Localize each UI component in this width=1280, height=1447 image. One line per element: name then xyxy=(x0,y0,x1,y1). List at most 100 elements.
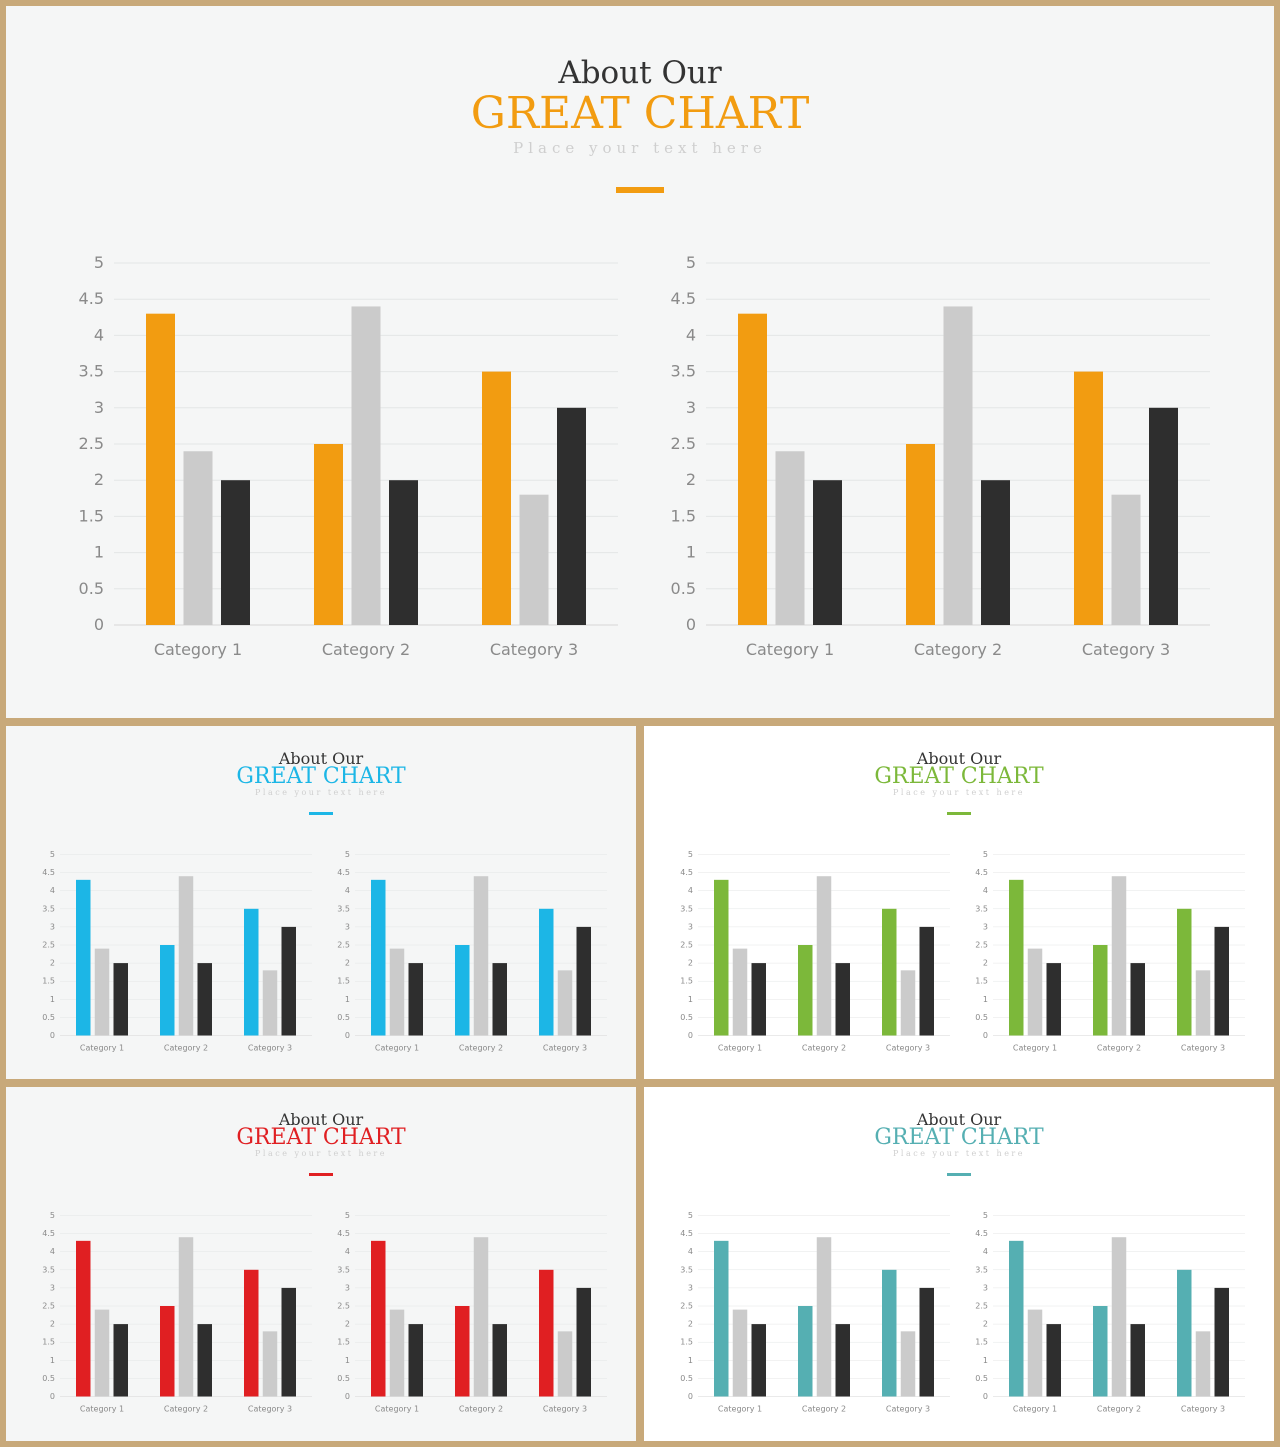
y-tick-label: 0.5 xyxy=(975,1374,988,1383)
bar-series-2-cat-1 xyxy=(94,948,110,1036)
y-tick-label: 1 xyxy=(983,995,988,1004)
y-tick-label: 3.5 xyxy=(975,904,988,913)
bar-series-1-cat-3 xyxy=(482,371,511,625)
category-label: Category 2 xyxy=(164,1044,208,1053)
bar-series-1-cat-3 xyxy=(1074,371,1103,625)
main-title: GREAT CHART xyxy=(874,1125,1044,1150)
subtitle: Place your text here xyxy=(893,788,1025,797)
bar-series-1-cat-1 xyxy=(146,313,175,625)
y-tick-label: 3.5 xyxy=(42,904,55,913)
y-tick-label: 1 xyxy=(94,543,104,562)
bar-series-3-cat-1 xyxy=(113,1324,128,1397)
category-label: Category 1 xyxy=(718,1044,762,1053)
y-tick-label: 2 xyxy=(688,959,693,968)
bar-series-2-cat-1 xyxy=(389,948,405,1036)
bar-series-3-cat-3 xyxy=(919,1287,934,1397)
bar-series-3-cat-1 xyxy=(1046,1324,1061,1397)
pre-title: About Our xyxy=(278,749,364,768)
bar-series-1-cat-2 xyxy=(798,1306,813,1397)
y-tick-label: 0 xyxy=(983,1392,988,1401)
y-tick-label: 2.5 xyxy=(680,1302,693,1311)
y-tick-label: 4.5 xyxy=(671,289,696,308)
category-label: Category 3 xyxy=(490,640,578,659)
y-tick-label: 4 xyxy=(983,886,988,895)
bar-chart-2: 0 0.5 1 1.5 2 2.5 3 3.5 4 4.5 5 Category 1 Category … xyxy=(337,1211,607,1414)
category-label: Category 1 xyxy=(1013,1044,1057,1053)
y-tick-label: 5 xyxy=(983,1211,988,1220)
y-tick-label: 1.5 xyxy=(975,1338,988,1347)
y-tick-label: 5 xyxy=(345,850,350,859)
bar-series-3-cat-2 xyxy=(835,1324,850,1397)
bar-series-1-cat-3 xyxy=(1177,1269,1192,1397)
y-tick-label: 2.5 xyxy=(975,1302,988,1311)
category-label: Category 2 xyxy=(459,1044,503,1053)
category-label: Category 3 xyxy=(248,1405,292,1414)
bar-series-1-cat-3 xyxy=(539,908,554,1036)
y-tick-label: 1.5 xyxy=(79,506,104,525)
subtitle: Place your text here xyxy=(255,1149,387,1158)
y-tick-label: 1.5 xyxy=(680,1338,693,1347)
y-tick-label: 5 xyxy=(686,253,696,272)
bar-series-3-cat-1 xyxy=(408,1324,423,1397)
bar-series-2-cat-2 xyxy=(816,1237,832,1397)
category-label: Category 3 xyxy=(543,1405,587,1414)
y-tick-label: 0.5 xyxy=(337,1374,350,1383)
bar-series-3-cat-2 xyxy=(492,1324,507,1397)
bar-series-3-cat-3 xyxy=(281,1287,296,1397)
accent-divider xyxy=(947,1173,971,1176)
y-tick-label: 3 xyxy=(983,1283,988,1292)
category-label: Category 2 xyxy=(459,1405,503,1414)
bar-series-3-cat-1 xyxy=(221,480,250,625)
accent-divider xyxy=(309,812,333,815)
y-tick-label: 5 xyxy=(94,253,104,272)
y-tick-label: 3.5 xyxy=(680,1265,693,1274)
y-tick-label: 3 xyxy=(983,922,988,931)
bar-series-2-cat-3 xyxy=(557,1331,573,1397)
bar-series-1-cat-3 xyxy=(882,908,897,1036)
slide-2: About Our GREAT CHART Place your text here… xyxy=(6,726,636,1079)
y-tick-label: 3 xyxy=(345,1283,350,1292)
y-tick-label: 2 xyxy=(50,959,55,968)
bar-chart-2: 0 0.5 1 1.5 2 2.5 3 3.5 4 4.5 5 Category 1 Category … xyxy=(671,253,1210,659)
bar-series-1-cat-1 xyxy=(714,1240,729,1397)
y-tick-label: 4 xyxy=(94,325,104,344)
bar-series-1-cat-1 xyxy=(76,1240,91,1397)
bar-series-2-cat-2 xyxy=(1111,1237,1127,1397)
y-tick-label: 3.5 xyxy=(337,1265,350,1274)
bar-series-3-cat-1 xyxy=(751,1324,766,1397)
y-tick-label: 0 xyxy=(50,1031,55,1040)
bar-series-3-cat-3 xyxy=(281,926,296,1036)
y-tick-label: 3.5 xyxy=(79,362,104,381)
slide-1: About Our GREAT CHART Place your text here… xyxy=(6,6,1274,718)
y-tick-label: 4.5 xyxy=(337,1229,350,1238)
y-tick-label: 4 xyxy=(688,886,693,895)
y-tick-label: 1 xyxy=(50,1356,55,1365)
y-tick-label: 1.5 xyxy=(671,506,696,525)
category-label: Category 1 xyxy=(375,1044,419,1053)
category-label: Category 1 xyxy=(746,640,834,659)
category-label: Category 1 xyxy=(154,640,242,659)
bar-series-2-cat-1 xyxy=(389,1309,405,1397)
category-label: Category 3 xyxy=(886,1405,930,1414)
bar-series-3-cat-3 xyxy=(919,926,934,1036)
y-tick-label: 2.5 xyxy=(42,1302,55,1311)
subtitle: Place your text here xyxy=(893,1149,1025,1158)
y-tick-label: 4.5 xyxy=(42,868,55,877)
bar-series-3-cat-1 xyxy=(408,963,423,1036)
bar-series-1-cat-2 xyxy=(1093,945,1108,1036)
bar-series-1-cat-2 xyxy=(798,945,813,1036)
bar-series-3-cat-2 xyxy=(1130,963,1145,1036)
y-tick-label: 2 xyxy=(345,959,350,968)
bar-series-1-cat-1 xyxy=(371,1240,386,1397)
category-label: Category 3 xyxy=(1181,1405,1225,1414)
y-tick-label: 1 xyxy=(345,1356,350,1365)
bar-series-2-cat-1 xyxy=(732,1309,748,1397)
y-tick-label: 4.5 xyxy=(42,1229,55,1238)
y-tick-label: 4.5 xyxy=(680,868,693,877)
bar-series-2-cat-3 xyxy=(262,970,278,1036)
bar-series-1-cat-3 xyxy=(1177,908,1192,1036)
y-tick-label: 3 xyxy=(50,1283,55,1292)
bar-series-2-cat-2 xyxy=(1111,876,1127,1036)
category-label: Category 1 xyxy=(1013,1405,1057,1414)
y-tick-label: 2 xyxy=(686,470,696,489)
